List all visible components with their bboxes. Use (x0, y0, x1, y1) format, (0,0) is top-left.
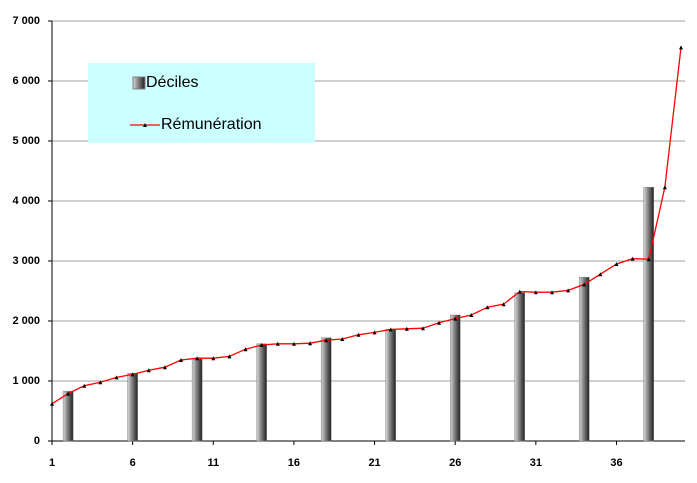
plot (50, 45, 683, 442)
marker (66, 391, 71, 396)
bar (578, 276, 590, 442)
bar (191, 358, 203, 442)
marker (114, 375, 119, 380)
marker (646, 257, 651, 262)
y-tick-label: 4 000 (12, 195, 40, 207)
y-tick-label: 2 000 (12, 315, 40, 327)
line (51, 47, 682, 405)
legend-marker (143, 123, 147, 127)
marker (179, 358, 184, 362)
marker (372, 330, 377, 335)
marker (662, 185, 667, 190)
marker (598, 272, 603, 277)
marker (517, 289, 522, 294)
y-tick-label: 3 000 (12, 255, 40, 267)
marker (485, 305, 490, 310)
bar (643, 186, 654, 442)
x-tick-label: 26 (449, 457, 461, 469)
marker (614, 262, 619, 266)
bar (127, 372, 138, 442)
legend-box (88, 63, 315, 143)
marker (50, 401, 54, 406)
y-tick-label: 1 000 (12, 375, 40, 387)
y-tick-label: 5 000 (12, 135, 40, 147)
marker (259, 343, 264, 347)
marker (501, 302, 506, 307)
y-tick-label: 6 000 (12, 75, 40, 87)
marker (243, 347, 248, 352)
bar (385, 329, 396, 442)
x-tick-label: 16 (288, 457, 300, 469)
marker (404, 326, 409, 331)
marker (130, 372, 135, 377)
bar (62, 390, 74, 442)
x-tick-label: 1 (49, 457, 55, 469)
marker (162, 365, 167, 370)
marker (388, 327, 393, 332)
x-tick-label: 36 (610, 457, 622, 469)
marker (420, 326, 425, 331)
marker (98, 380, 103, 385)
legend-swatch (132, 76, 146, 90)
marker (679, 45, 683, 50)
marker (308, 341, 313, 346)
bar (256, 343, 267, 442)
marker (582, 282, 587, 287)
marker (211, 356, 216, 361)
marker (82, 383, 87, 388)
marker (453, 316, 458, 321)
marker (291, 341, 296, 346)
x-tick-label: 6 (130, 457, 136, 469)
marker (533, 290, 538, 295)
marker (146, 368, 151, 373)
bar (320, 337, 332, 442)
marker (356, 332, 361, 337)
marker (469, 313, 474, 317)
marker (195, 356, 200, 361)
marker (340, 337, 345, 341)
x-tick-label: 31 (530, 457, 542, 469)
y-tick-label: 0 (34, 435, 40, 447)
legend: Déciles Rémunération (88, 63, 315, 143)
marker (437, 320, 442, 325)
marker (630, 256, 635, 261)
marker (227, 354, 232, 359)
marker (566, 288, 571, 293)
x-tick-label: 11 (207, 457, 219, 469)
y-tick-label: 7 000 (12, 15, 40, 27)
x-tick-label: 21 (368, 457, 380, 469)
marker (275, 341, 280, 346)
bar (449, 314, 461, 442)
bar (514, 292, 525, 442)
legend-label: Rémunération (161, 116, 262, 133)
marker (549, 290, 554, 295)
marker (324, 338, 329, 343)
legend-label: Déciles (146, 74, 198, 91)
